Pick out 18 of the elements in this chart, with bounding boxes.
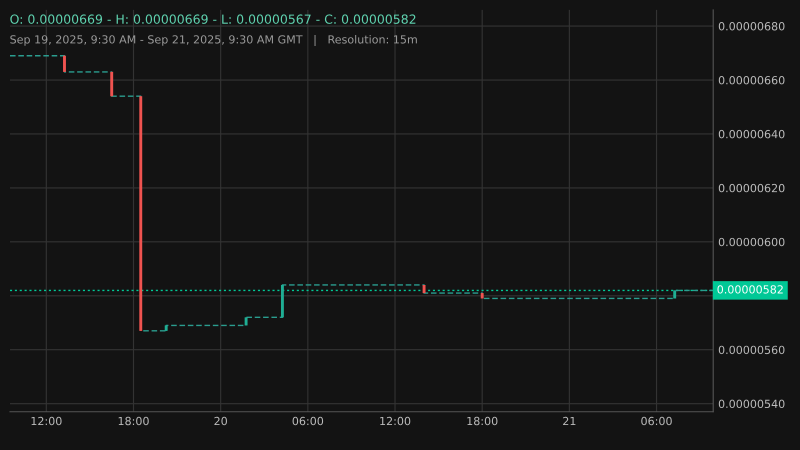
- x-tick-label: 18:00: [467, 416, 498, 426]
- y-tick-label: 0.00000640: [718, 130, 784, 138]
- x-tick-label: 20: [214, 416, 227, 426]
- x-tick-label: 18:00: [118, 416, 149, 426]
- ref-line-label: 0.00000582: [717, 285, 783, 294]
- y-tick-label: 0.00000660: [718, 76, 784, 84]
- x-tick-label: 21: [563, 416, 576, 426]
- x-tick-label: 06:00: [641, 416, 672, 426]
- y-tick-label: 0.00000540: [718, 400, 784, 408]
- x-tick-label: 06:00: [292, 416, 324, 426]
- x-tick-label: 12:00: [32, 416, 62, 426]
- y-tick-label: 0.00000620: [718, 184, 784, 192]
- text: Sep 19, 2025, 9:30 AM - Sep 21, 2025, 9:30 AM GMT | Resolution: 15m: [10, 34, 417, 46]
- x-tick-label: 12:00: [380, 416, 410, 426]
- chart-title: O: 0.00000669 - H: 0.00000669 - L: 0.00000567 - C: 0.00000582: [10, 14, 416, 24]
- y-tick-label: 0.00000560: [718, 346, 784, 354]
- y-tick-label: 0.00000680: [718, 22, 784, 30]
- y-tick-label: 0.00000600: [718, 238, 784, 246]
